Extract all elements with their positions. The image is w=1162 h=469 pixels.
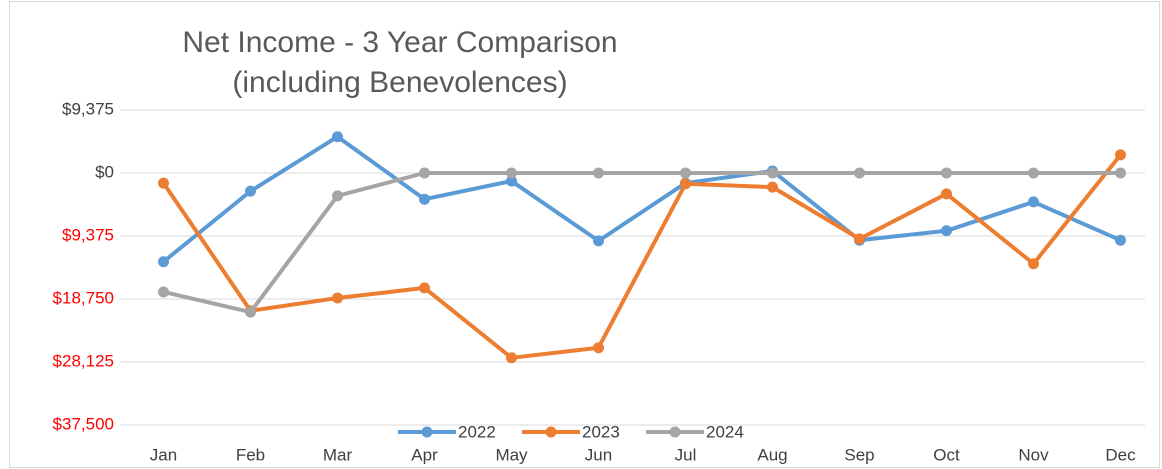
point [854,167,865,179]
point [506,167,517,179]
point [419,282,430,294]
x-tick-label: Mar [323,445,353,464]
point [593,342,604,354]
point [332,131,343,143]
point [506,175,517,187]
x-tick-label: Nov [1018,445,1049,464]
point [941,188,952,200]
point [332,190,343,202]
chart-border [9,1,1160,468]
legend-label: 2024 [706,422,744,441]
x-tick-label: Jul [675,445,697,464]
point [1115,167,1126,179]
point [941,167,952,179]
point [1115,149,1126,161]
point [854,233,865,245]
x-tick-label: Aug [757,445,787,464]
x-tick-label: Feb [236,445,265,464]
point [1115,234,1126,246]
point [680,178,691,190]
chart-title: Net Income - 3 Year Comparison [182,26,617,59]
point [1028,167,1039,179]
x-tick-label: Sep [844,445,874,464]
point [767,181,778,193]
y-tick-label: $9,375 [62,99,114,118]
x-tick-label: Jun [585,445,612,464]
point [419,193,430,205]
y-tick-label: $18,750 [53,288,114,307]
legend-marker [669,426,681,438]
x-tick-label: Oct [933,445,960,464]
point [158,256,169,268]
legend-label: 2023 [582,422,620,441]
point [245,306,256,318]
point [158,286,169,298]
point [941,225,952,237]
legend-label: 2022 [458,422,496,441]
point [680,167,691,179]
chart-subtitle: (including Benevolences) [232,66,567,99]
point [245,185,256,197]
x-tick-label: May [495,445,528,464]
y-tick-label: $0 [95,162,114,181]
point [1028,258,1039,270]
point [593,235,604,247]
x-tick-label: Dec [1105,445,1136,464]
x-tick-label: Jan [150,445,177,464]
point [1028,196,1039,208]
legend-marker [545,426,557,438]
point [158,177,169,189]
y-tick-label: $28,125 [53,351,114,370]
series-line [163,171,1121,315]
legend-marker [421,426,433,438]
point [332,292,343,304]
point [506,352,517,364]
point [767,167,778,179]
series-line [162,134,1122,264]
series-line [161,153,1123,360]
y-tick-label: $9,375 [62,225,114,244]
point [593,167,604,179]
point [419,167,430,179]
y-tick-label: $37,500 [53,414,114,433]
x-tick-label: Apr [411,445,438,464]
